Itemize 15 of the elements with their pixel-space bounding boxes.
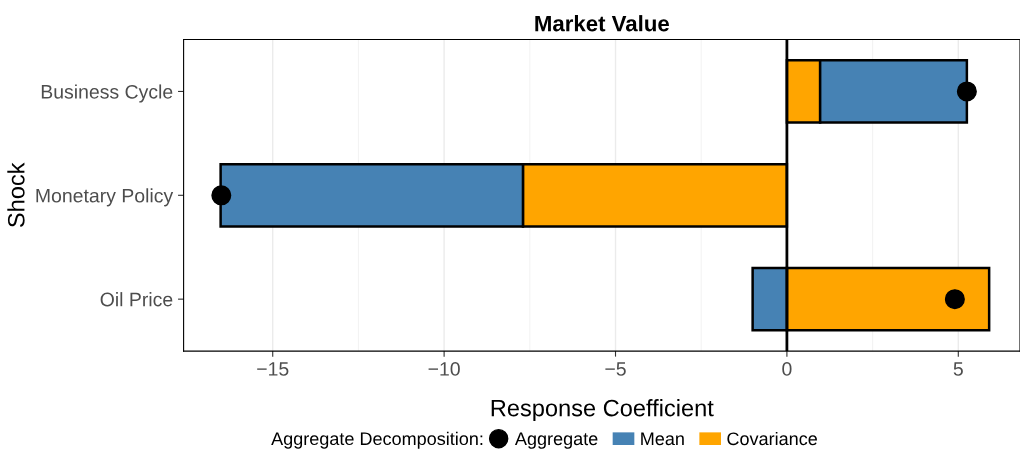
x-tick-label: −5 — [605, 362, 626, 376]
legend-label: Mean — [641, 432, 684, 446]
x-tick-label: 5 — [953, 362, 963, 376]
legend-label: Aggregate — [514, 432, 598, 449]
y-tick-label: Oil Price — [100, 292, 173, 307]
x-axis-title: Response Coefficient — [491, 399, 714, 422]
x-tick-label: −15 — [257, 362, 289, 376]
x-tick-label: −10 — [428, 362, 460, 376]
y-tick-label: Business Cycle — [41, 84, 173, 103]
y-tick-label: Monetary Policy — [36, 188, 174, 207]
legend-title: Aggregate Decomposition: — [271, 431, 483, 449]
x-tick-label: 0 — [782, 362, 792, 376]
legend-label: Covariance — [727, 431, 817, 446]
chart-title: Market Value — [535, 15, 669, 32]
y-axis-title: Shock — [7, 162, 25, 228]
